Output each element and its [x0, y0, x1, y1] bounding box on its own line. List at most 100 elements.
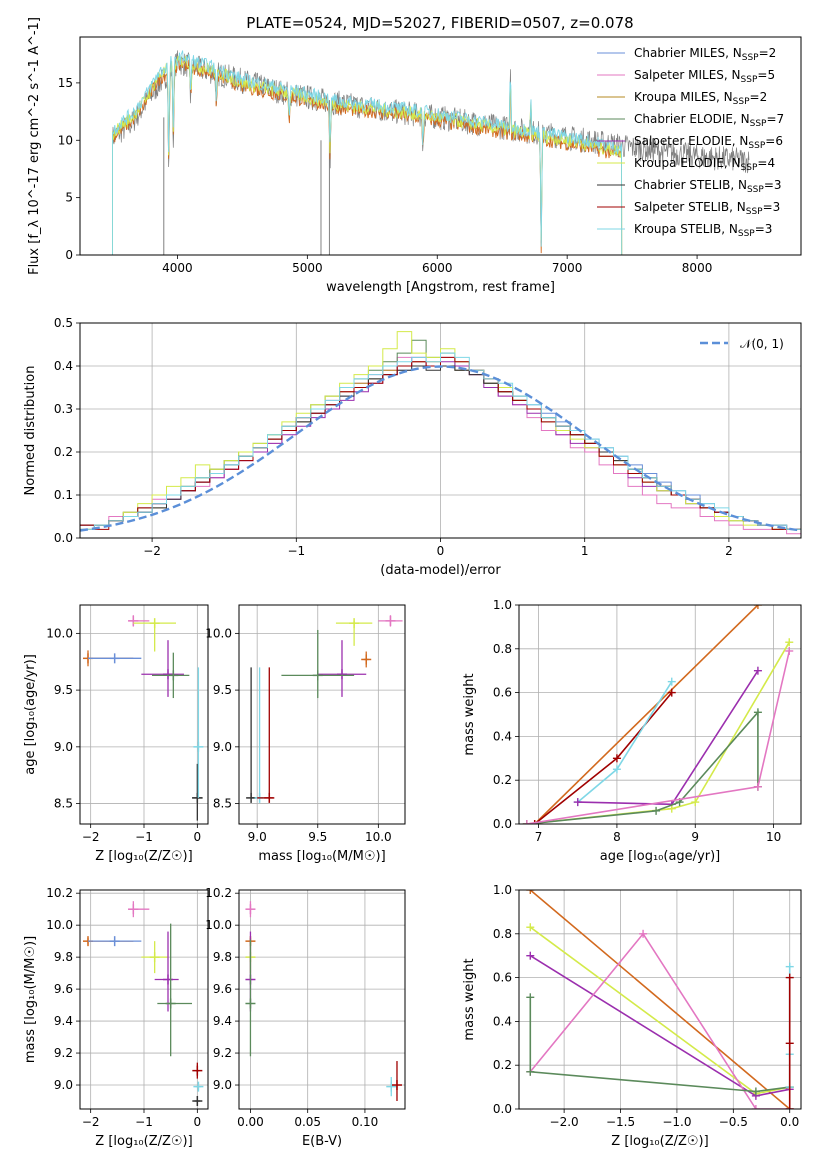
legend-label: Chabrier STELIB, NSSP=3 — [634, 178, 782, 195]
x-tick-label: 9.5 — [308, 830, 327, 844]
plot-area — [83, 615, 204, 821]
x-tick-label: 0.10 — [352, 1115, 379, 1129]
errorbar-point — [193, 1081, 204, 1092]
panel-mass_vs_Z: −2 −1 0 9.0 9.2 9.4 9.6 9.8 10.0 10.2 Z [log₁₀(Z/Z… — [23, 886, 209, 1149]
panel-residual_hist: −2 −1 0 1 2 0.0 0.1 0.2 0.3 0.4 0.5 (data-model)/er… — [23, 316, 802, 578]
x-tick-label: 9 — [691, 830, 699, 844]
y-tick-label: 9.6 — [54, 982, 73, 996]
x-tick-label: 9.0 — [248, 830, 267, 844]
errorbar-point — [281, 629, 355, 699]
y-tick-label: 9.8 — [213, 950, 232, 964]
x-axis-label: E(B-V) — [302, 1134, 342, 1149]
x-tick-label: 0 — [437, 544, 445, 558]
y-tick-label: 0.2 — [54, 445, 73, 459]
y-tick-label: 0.8 — [493, 642, 512, 656]
errorbar-point — [386, 1077, 397, 1097]
x-axis-label: Z [log₁₀(Z/Z☉)] — [95, 1134, 192, 1149]
x-axis-label: mass [log₁₀(M/M☉)] — [258, 849, 385, 864]
plot-area — [112, 50, 750, 255]
legend-label: Kroupa ELODIE, NSSP=4 — [634, 156, 775, 173]
axes-frame — [238, 889, 406, 1110]
errorbar-point — [157, 923, 192, 1057]
y-tick-label: 9.4 — [213, 1014, 232, 1028]
y-tick-label: 8.5 — [213, 797, 232, 811]
y-axis-label: Flux [f_λ 10^-17 erg cm^-2 s^-1 A^-1] — [27, 17, 42, 275]
y-tick-label: 1.0 — [493, 883, 512, 897]
x-tick-label: −1 — [287, 544, 305, 558]
x-tick-label: 10.0 — [365, 830, 392, 844]
legend-label: Kroupa MILES, NSSP=2 — [634, 90, 767, 107]
panel-mass_vs_ebv: 0.00 0.05 0.10 9.0 9.2 9.4 9.6 9.8 10.0 10.2 E(B-V… — [205, 886, 406, 1149]
y-tick-label: 9.0 — [213, 740, 232, 754]
x-axis-label: Z [log₁₀(Z/Z☉)] — [95, 849, 192, 864]
x-tick-label: 0 — [194, 1115, 202, 1129]
axes-frame — [518, 604, 802, 825]
y-tick-label: 0.0 — [493, 1102, 512, 1116]
axes-frame — [79, 889, 209, 1110]
y-tick-label: 9.8 — [54, 950, 73, 964]
y-tick-label: 15 — [58, 76, 73, 90]
errorbar-point — [257, 667, 275, 803]
y-tick-label: 0 — [65, 248, 73, 262]
y-tick-label: 8.5 — [54, 797, 73, 811]
panel-massweight_vs_age: 7 8 9 10 0.0 0.2 0.4 0.6 0.8 1.0 age [log₁₀(age/yr… — [462, 598, 802, 864]
x-tick-label: −2.0 — [550, 1115, 579, 1129]
axes-frame — [79, 604, 209, 825]
y-tick-label: 10.2 — [46, 886, 73, 900]
y-tick-label: 0.6 — [493, 686, 512, 700]
x-tick-label: 5000 — [292, 261, 323, 275]
y-tick-label: 9.4 — [54, 1014, 73, 1028]
y-tick-label: 0.1 — [54, 488, 73, 502]
errorbar-point — [128, 615, 150, 627]
histogram-series — [80, 331, 801, 530]
x-tick-label: −2 — [82, 1115, 100, 1129]
y-tick-label: 0.5 — [54, 316, 73, 330]
y-tick-label: 9.2 — [54, 1046, 73, 1060]
errorbar-point — [88, 936, 142, 947]
x-tick-label: −2 — [82, 830, 100, 844]
panel-age_vs_Z: −2 −1 0 8.5 9.0 9.5 10.0 Z [log₁₀(Z/Z☉)] age [lo… — [23, 604, 209, 864]
y-tick-label: 0.4 — [54, 359, 73, 373]
x-tick-label: 10 — [766, 830, 781, 844]
errorbar-point — [245, 939, 256, 1057]
massweight-line — [529, 890, 791, 1109]
legend-label: Salpeter ELODIE, NSSP=6 — [634, 134, 783, 151]
y-axis-label: age [log₁₀(age/yr)] — [23, 654, 38, 775]
x-axis-label: Z [log₁₀(Z/Z☉)] — [611, 1134, 708, 1149]
x-axis-label: (data-model)/error — [380, 563, 501, 578]
legend: Chabrier MILES, NSSP=2 Salpeter MILES, NS… — [597, 46, 784, 239]
errorbar-point — [378, 615, 403, 627]
errorbar-point — [335, 618, 373, 646]
y-tick-label: 5 — [65, 191, 73, 205]
x-tick-label: 8000 — [682, 261, 713, 275]
errorbar-point — [391, 1061, 402, 1102]
errorbar-point — [192, 763, 203, 821]
x-axis-label: age [log₁₀(age/yr)] — [600, 849, 721, 864]
y-tick-label: 0.8 — [493, 927, 512, 941]
x-tick-label: 1 — [581, 544, 589, 558]
x-tick-label: −1 — [135, 830, 153, 844]
y-tick-label: 0.2 — [493, 773, 512, 787]
axes-frame — [238, 604, 406, 825]
x-tick-label: 2 — [725, 544, 733, 558]
y-tick-label: 10 — [58, 133, 73, 147]
massweight-line — [529, 997, 790, 1093]
axes-frame — [518, 889, 802, 1110]
y-axis-label: Normed distribution — [23, 366, 38, 496]
figure-title: PLATE=0524, MJD=52027, FIBERID=0507, z=0… — [246, 14, 633, 32]
errorbar-point — [193, 667, 204, 798]
y-tick-label: 0.0 — [54, 531, 73, 545]
y-tick-label: 10.0 — [205, 626, 232, 640]
x-tick-label: −0.5 — [719, 1115, 748, 1129]
plot-area — [80, 331, 801, 535]
y-tick-label: 9.0 — [54, 1078, 73, 1092]
plot-area — [522, 605, 794, 824]
panel-massweight_vs_Z: −2.0 −1.5 −1.0 −0.5 0.0 0.0 0.2 0.4 0.6 0.8 1.0 Z [… — [462, 883, 802, 1149]
errorbar-point — [245, 901, 256, 918]
y-tick-label: 9.2 — [213, 1046, 232, 1060]
plot-area — [245, 901, 402, 1102]
massweight-line — [529, 932, 790, 1109]
